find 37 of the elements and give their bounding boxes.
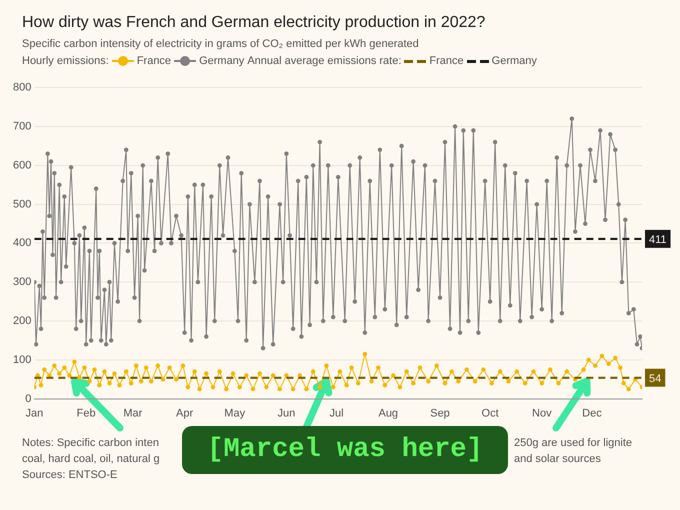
x-tick-label: May (224, 407, 246, 420)
x-tick-label: Aug (378, 407, 398, 420)
x-tick-label: Apr (176, 407, 194, 420)
y-tick-label: 400 (12, 237, 32, 250)
x-tick-label: Sep (430, 407, 450, 420)
text: Annual average emissions rate: (247, 55, 402, 67)
x-tick-label: Jun (278, 407, 296, 420)
x-tick-label: Oct (482, 407, 499, 420)
legend-label: Germany (492, 55, 537, 67)
data-label: 54 (649, 372, 662, 385)
text: 250g are used for lignite (514, 437, 632, 449)
text: coal, hard coal, oil, natural g (22, 453, 160, 465)
text: [Marcel was here] (182, 426, 508, 474)
x-tick-label: Mar (123, 407, 143, 420)
legend-label: Germany (199, 55, 244, 67)
y-tick-label: 100 (12, 354, 32, 366)
x-tick-label: Jul (329, 407, 344, 420)
y-tick-label: 700 (12, 120, 32, 133)
legend-label: France (429, 55, 464, 67)
x-tick-label: Feb (76, 407, 96, 420)
chart-title: How dirty was French and German electricity production in 2022? (22, 14, 486, 32)
y-tick-label: 200 (12, 315, 32, 328)
source-note: Sources: ENTSO-E (22, 469, 118, 481)
x-tick-label: Dec (582, 407, 602, 420)
legend-label: France (136, 55, 172, 67)
text: and solar sources (514, 453, 601, 465)
x-tick-label: Nov (532, 407, 552, 420)
chart-subtitle: Specific carbon intensity of electricity in grams of CO₂ emitted per kWh generated (22, 38, 419, 50)
y-tick-label: 0 (25, 392, 32, 405)
data-label: 411 (649, 234, 667, 246)
y-tick-label: 500 (12, 198, 32, 210)
x-tick-label: Jan (25, 407, 44, 420)
y-tick-label: 800 (12, 82, 32, 94)
legend-title: Hourly emissions: (22, 55, 109, 67)
text: Notes: Specific carbon inten (22, 437, 159, 449)
y-tick-label: 600 (12, 159, 32, 172)
y-tick-label: 300 (12, 276, 32, 288)
